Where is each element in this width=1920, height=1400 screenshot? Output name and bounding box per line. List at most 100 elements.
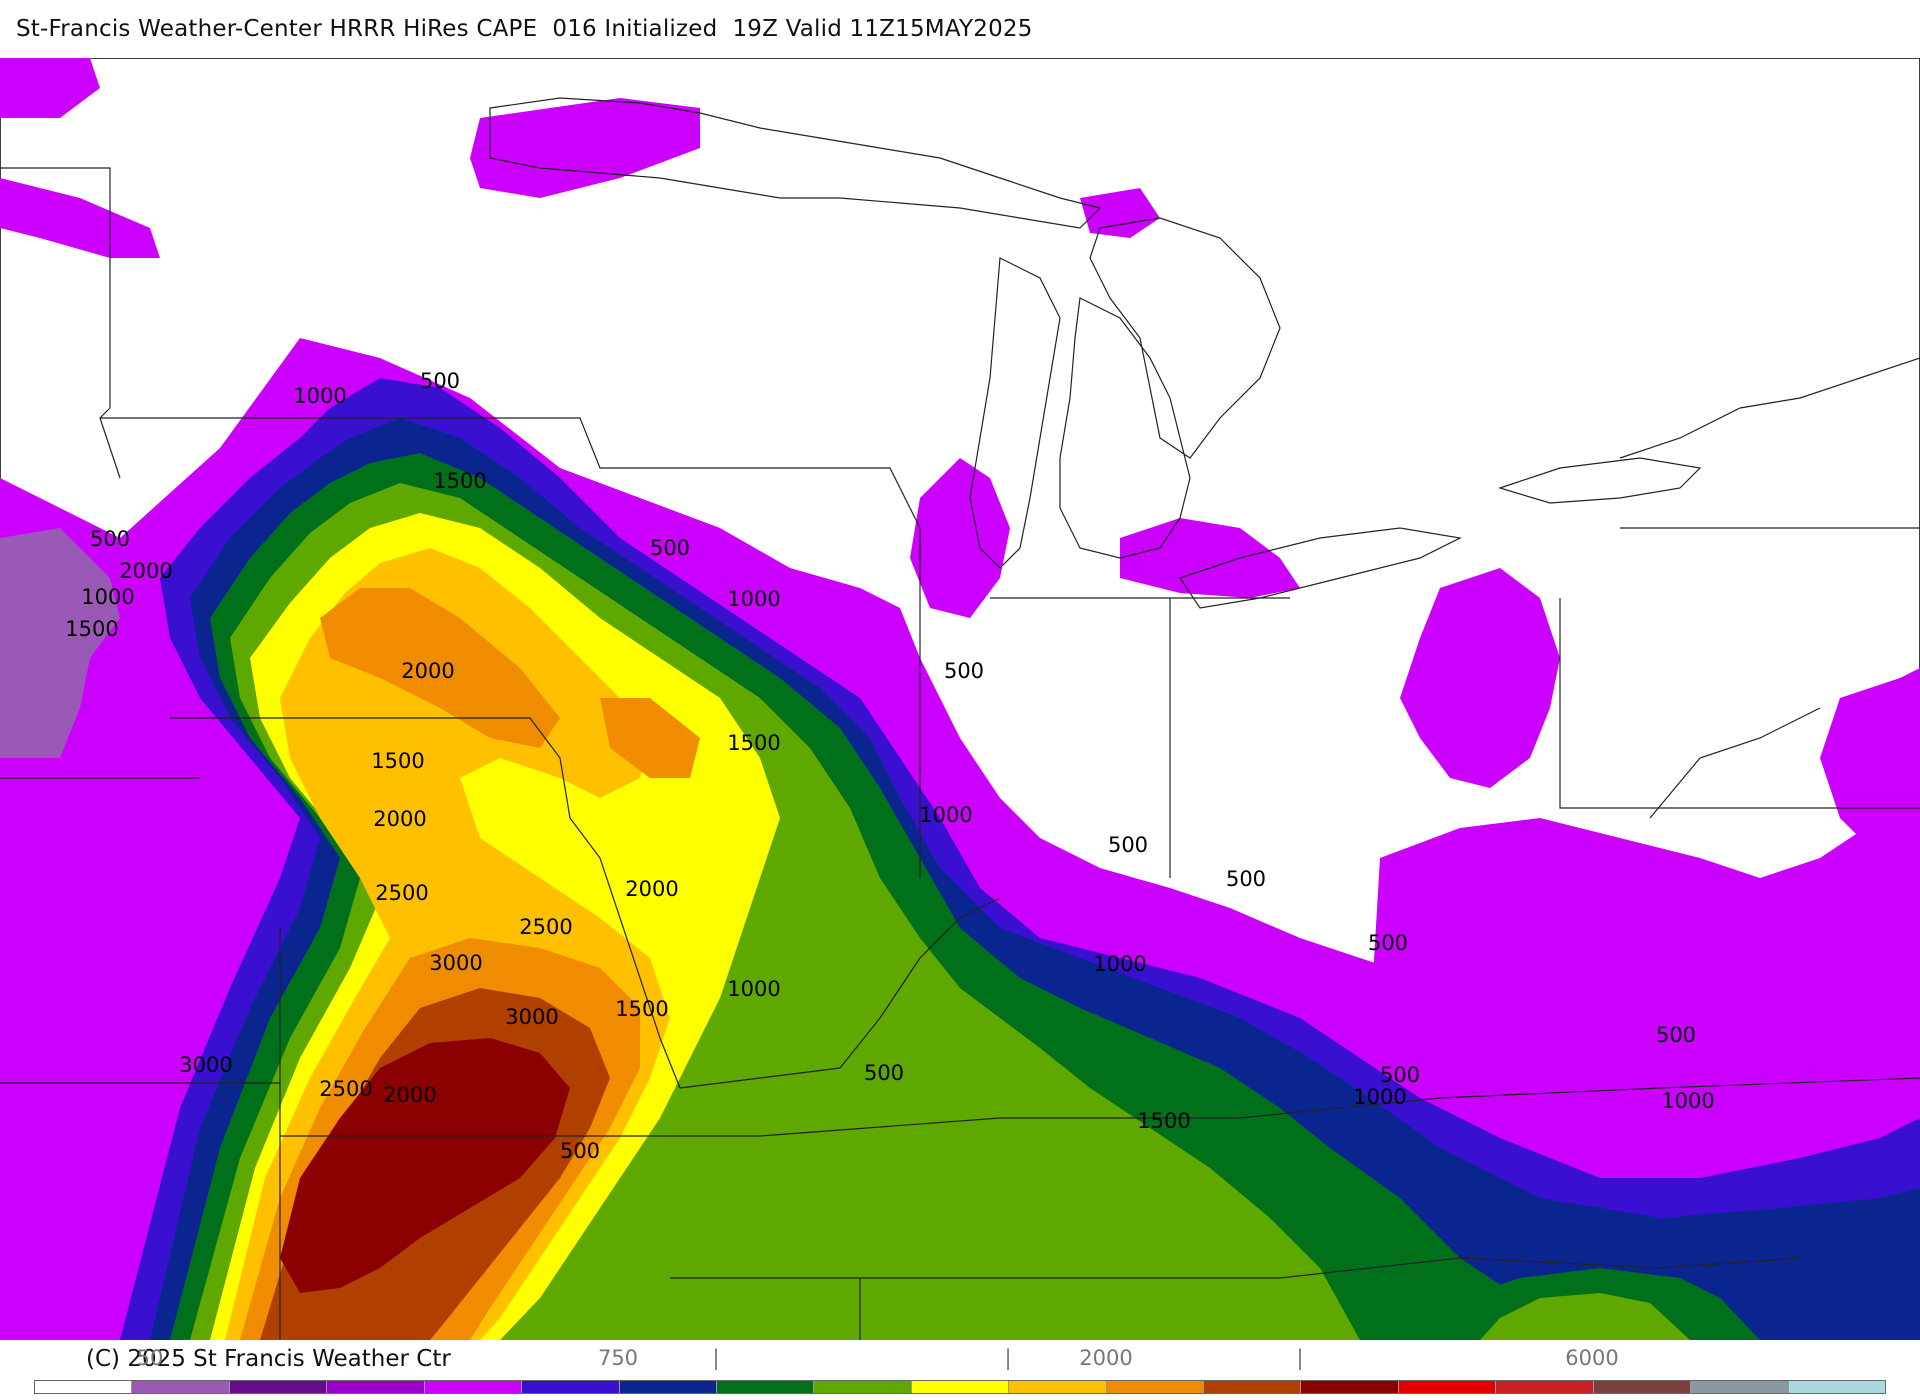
colorbar-swatch <box>228 1381 327 1393</box>
contour-label: 500 <box>944 659 984 683</box>
lake-erie <box>1179 527 1462 609</box>
contour-labels: 500 1000 1500 500 2000 1000 1500 2000 50… <box>65 369 1714 1163</box>
michigan-lp <box>1059 297 1191 559</box>
colorbar-tick-label: 6000 <box>1565 1346 1619 1370</box>
colorbar-swatch <box>35 1381 132 1393</box>
state-line-15 <box>670 1257 1801 1279</box>
contour-label: 2000 <box>625 877 678 901</box>
colorbar-swatch <box>1592 1381 1691 1393</box>
contour-label: 1500 <box>1137 1109 1190 1133</box>
fill-magenta-ohio <box>1400 568 1560 788</box>
contour-label: 1000 <box>919 803 972 827</box>
colorbar-swatch <box>910 1381 1009 1393</box>
fill-magenta-nw1 <box>470 98 700 198</box>
colorbar-tick-label: | <box>1004 1346 1012 1370</box>
state-line-3 <box>99 407 121 479</box>
contour-label: 1000 <box>1093 952 1146 976</box>
contour-label: 500 <box>560 1139 600 1163</box>
colorbar-swatch <box>423 1381 522 1393</box>
state-line-8 <box>280 1117 1001 1137</box>
fill-magenta-nw3 <box>0 58 100 118</box>
cape-map: 500 1000 1500 500 2000 1000 1500 2000 50… <box>0 58 1920 1340</box>
contour-label: 1000 <box>727 587 780 611</box>
contour-label: 2500 <box>375 881 428 905</box>
fill-magenta-ne <box>1820 668 1920 858</box>
colorbar-swatch <box>521 1381 619 1393</box>
colorbar-tick-label: | <box>1296 1346 1304 1370</box>
contour-label: 500 <box>864 1061 904 1085</box>
fill-orange-small <box>600 698 700 778</box>
canada-border-east <box>1619 357 1920 459</box>
contour-label: 500 <box>1656 1023 1696 1047</box>
contour-label: 3000 <box>505 1005 558 1029</box>
colorbar-tick-label: | <box>712 1346 720 1370</box>
state-line-2 <box>100 417 921 529</box>
fill-magenta-nw2 <box>0 178 160 258</box>
fill-magenta-wi <box>1080 188 1160 238</box>
colorbar-swatch <box>1690 1381 1788 1393</box>
contour-label: 1000 <box>727 977 780 1001</box>
colorbar-swatch <box>1203 1381 1301 1393</box>
colorbar-swatch <box>813 1381 911 1393</box>
contour-label: 1500 <box>433 469 486 493</box>
contour-label: 1000 <box>293 384 346 408</box>
state-line-14 <box>1000 1077 1920 1119</box>
colorbar-swatch <box>618 1381 716 1393</box>
contour-label: 2000 <box>119 559 172 583</box>
fill-magenta-east <box>1370 758 1920 1108</box>
colorbar-swatch <box>1495 1381 1593 1393</box>
colorbar-tick-label: 750 <box>597 1346 639 1370</box>
state-line-5 <box>170 717 681 1089</box>
contour-label: 500 <box>650 536 690 560</box>
fill-orange-north <box>320 588 560 748</box>
colorbar-swatch <box>1008 1381 1106 1393</box>
colorbar-swatch <box>715 1381 814 1393</box>
fill-magenta-lakes <box>910 458 1010 618</box>
colorbar-swatch <box>1300 1381 1398 1393</box>
fill-lightpurple-west <box>0 528 120 758</box>
fill-darkred <box>280 1038 570 1293</box>
contour-label: 500 <box>1108 833 1148 857</box>
colorbar-swatch <box>1397 1381 1496 1393</box>
lake-superior <box>489 97 1102 229</box>
lake-ontario <box>1498 457 1702 504</box>
contour-label: 3000 <box>179 1053 232 1077</box>
colorbar-tick-labels: 50 750 | | 2000 | 6000 <box>0 1346 1920 1370</box>
contour-label: 500 <box>420 369 460 393</box>
contour-label: 2000 <box>373 807 426 831</box>
contour-label: 1000 <box>1661 1089 1714 1113</box>
contour-label: 2500 <box>319 1077 372 1101</box>
copyright-text: (C) 2025 St Francis Weather Ctr <box>86 1346 451 1372</box>
colorbar-tick-label: 50 <box>136 1346 164 1370</box>
contour-label: 1000 <box>81 585 134 609</box>
state-line-16 <box>679 897 1001 1089</box>
contour-label: 500 <box>1380 1063 1420 1087</box>
colorbar-swatch <box>131 1381 229 1393</box>
fill-green-se <box>1480 1293 1690 1340</box>
lake-michigan <box>969 257 1061 569</box>
cape-colorbar <box>34 1380 1886 1394</box>
map-title: St-Francis Weather-Center HRRR HiRes CAP… <box>16 16 1033 42</box>
state-line-1 <box>0 167 111 408</box>
colorbar-tick-label: 2000 <box>1079 1346 1133 1370</box>
contour-label: 1500 <box>615 997 668 1021</box>
colorbar-swatch <box>1105 1381 1204 1393</box>
contour-label: 500 <box>90 527 130 551</box>
contour-label: 2000 <box>383 1083 436 1107</box>
contour-label: 500 <box>1226 867 1266 891</box>
contour-label: 1000 <box>1353 1085 1406 1109</box>
colorbar-swatch <box>1787 1381 1886 1393</box>
contour-label: 1500 <box>727 731 780 755</box>
colorbar-swatch <box>326 1381 424 1393</box>
contour-label: 3000 <box>429 951 482 975</box>
contour-label: 2000 <box>401 659 454 683</box>
fill-magenta-lakes2 <box>1120 518 1300 598</box>
state-line-18 <box>1649 707 1821 819</box>
contour-label: 1500 <box>371 749 424 773</box>
contour-label: 2500 <box>519 915 572 939</box>
contour-label: 1500 <box>65 617 118 641</box>
boundaries <box>0 97 1920 1340</box>
contour-label: 500 <box>1368 931 1408 955</box>
lake-huron <box>1089 217 1281 459</box>
state-line-12 <box>1559 598 1920 809</box>
